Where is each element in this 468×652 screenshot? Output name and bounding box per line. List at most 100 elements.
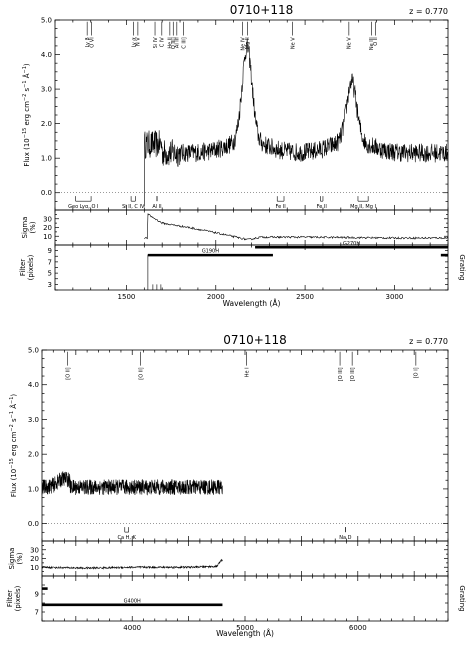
flux-label-part: Å: [9, 404, 18, 411]
flux-label-part: erg cm: [23, 101, 31, 128]
flux-label-part: s: [10, 418, 18, 424]
filter-unit: (pixels): [14, 585, 22, 611]
emission-line-label: Ne III: [369, 37, 375, 50]
flux-label-part: Å: [22, 73, 31, 80]
grating-name: G270H: [343, 241, 360, 247]
emission-line-label: C IV: [160, 37, 166, 48]
emission-line-label: N V: [136, 37, 142, 46]
spectrum-line: [144, 38, 449, 207]
emission-line-label: He II: [168, 37, 174, 48]
absorption-label: Al II: [152, 204, 161, 210]
emission-line-label: Ne V: [347, 37, 353, 49]
flux-y-tick-label: 0.0: [41, 189, 52, 197]
filter-y-tick-label: 3: [48, 281, 52, 289]
flux-y-tick-label: 2.0: [28, 451, 39, 459]
x-tick-label: 6000: [349, 624, 367, 632]
spectrum-line: [41, 471, 223, 496]
flux-label-part: −15: [22, 128, 28, 139]
flux-y-tick-label: 1.0: [41, 155, 52, 163]
flux-label-part: s: [23, 87, 31, 93]
flux-panel-frame: [41, 349, 449, 542]
x-tick-label: 4000: [123, 624, 141, 632]
absorption-label: Fe II: [317, 204, 327, 210]
x-axis-label: Wavelength (Å): [216, 629, 274, 638]
emission-line-label: [O II]: [66, 367, 72, 379]
sigma-curve: [41, 558, 223, 570]
sigma-y-tick-label: 20: [43, 224, 52, 232]
grating-label: Grating: [458, 585, 466, 611]
filter-label: Filter: [6, 590, 14, 607]
x-tick-label: 5000: [236, 624, 254, 632]
filter-y-tick-label: 7: [35, 609, 39, 617]
emission-line-label: He I: [244, 367, 250, 377]
flux-y-tick-label: 3.0: [28, 416, 39, 424]
emission-line-label: Mg II: [245, 37, 251, 49]
absorption-label: Mg II, Mg I: [350, 204, 376, 210]
flux-y-tick-label: 0.0: [28, 520, 39, 528]
flux-label-part: −1: [22, 66, 28, 73]
emission-line-label: Ly β: [85, 37, 91, 47]
flux-y-tick-label: 1.0: [28, 485, 39, 493]
grating-label: Grating: [458, 254, 466, 280]
emission-line-label: Si IV: [153, 37, 159, 49]
flux-label-part: −15: [9, 458, 15, 469]
emission-line-label: O II: [373, 37, 379, 45]
flux-y-tick-label: 5.0: [28, 347, 39, 355]
sigma-label: Sigma: [8, 548, 16, 570]
sigma-unit: (%): [16, 552, 24, 564]
emission-line-label: Ne IV: [240, 37, 246, 51]
flux-label-part: −2: [22, 94, 28, 101]
emission-line-label: Al III: [175, 37, 181, 48]
flux-y-axis-label: Flux (10−15 erg cm−2 s−1 Å−1): [9, 394, 18, 498]
flux-label-part: ): [10, 394, 18, 397]
flux-label-part: ): [23, 63, 31, 66]
flux-label-part: −1: [22, 80, 28, 87]
absorption-label: Ca H, K: [118, 535, 137, 541]
chart-title: 0710+118: [230, 3, 294, 17]
filter-panel-frame: [54, 244, 449, 291]
flux-label-part: −2: [9, 424, 15, 431]
sigma-label: Sigma: [21, 217, 29, 239]
sigma-y-tick-label: 10: [30, 564, 39, 572]
x-tick-label: 3000: [385, 293, 403, 301]
x-tick-label: 2000: [207, 293, 225, 301]
flux-label-part: Flux (10: [10, 469, 18, 497]
flux-label-part: Flux (10: [23, 138, 31, 166]
sigma-curve: [144, 213, 449, 241]
spectrum-panel-2: 0710+118 z = 0.770 4000 5000 6000 Wavelength …: [6, 333, 466, 638]
emission-line-label: O III]: [171, 37, 177, 49]
filter-y-tick-label: 9: [48, 247, 52, 255]
absorption-label: Geo Lyα, O I: [68, 204, 98, 210]
redshift-label: z = 0.770: [409, 7, 448, 16]
filter-y-tick-label: 7: [48, 258, 52, 266]
sigma-y-tick-label: 30: [43, 215, 52, 223]
flux-y-axis-label: Flux (10−15 erg cm−2 s−1 Å−1): [22, 63, 31, 167]
x-tick-label: 1500: [118, 293, 136, 301]
redshift-label: z = 0.770: [409, 337, 448, 346]
flux-y-tick-label: 5.0: [41, 17, 52, 25]
flux-y-tick-label: 2.0: [41, 120, 52, 128]
emission-line-label: C III]: [181, 37, 187, 49]
emission-line-label: [O II]: [138, 367, 144, 379]
emission-line-label: Ly α: [131, 37, 137, 48]
sigma-panel-frame: [41, 540, 449, 577]
spectrum-panel-1: 0710+118 z = 0.770 1500 2000 2500 3000 Wavelen…: [19, 3, 466, 308]
emission-line-label: O VI: [89, 37, 95, 47]
x-tick-label: 2500: [296, 293, 314, 301]
absorption-label: Fe II: [276, 204, 286, 210]
filter-steps: [147, 254, 162, 290]
sigma-y-tick-label: 10: [43, 233, 52, 241]
sigma-y-tick-label: 30: [30, 546, 39, 554]
flux-y-tick-label: 3.0: [41, 86, 52, 94]
x-axis-label: Wavelength (Å): [223, 299, 281, 308]
chart-title: 0710+118: [223, 333, 287, 347]
flux-label-part: −1: [9, 397, 15, 404]
filter-y-tick-label: 5: [48, 270, 52, 278]
grating-name: G400H: [124, 598, 141, 604]
emission-line-label: [O III]: [350, 367, 356, 381]
filter-label: Filter: [19, 259, 27, 276]
grating-name: G190H: [202, 249, 219, 255]
filter-y-tick-label: 9: [35, 591, 39, 599]
flux-y-tick-label: 4.0: [41, 51, 52, 59]
